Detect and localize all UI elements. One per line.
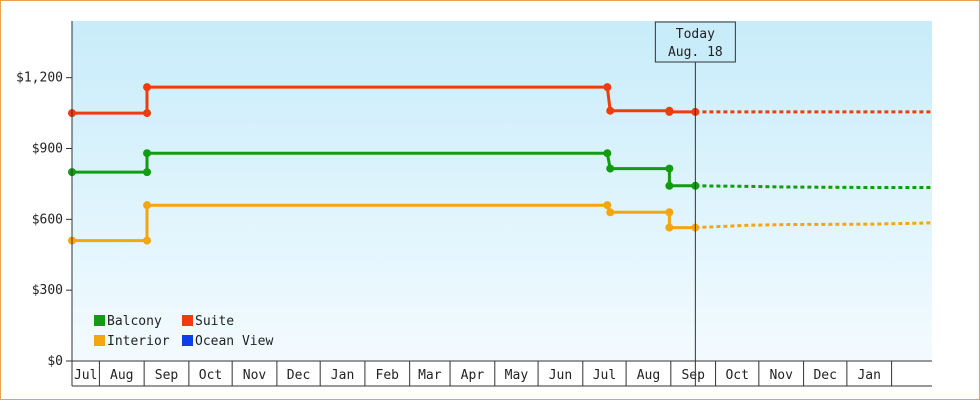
legend: Balcony Suite Interior Ocean View <box>94 314 273 349</box>
plot-area <box>72 21 932 361</box>
x-tick-label: Jul <box>74 368 97 383</box>
legend-swatch-ocean_view <box>182 335 193 346</box>
x-tick-label: Feb <box>376 368 400 383</box>
data-point-interior <box>143 236 152 245</box>
data-point-suite <box>143 109 152 118</box>
data-point-balcony <box>665 181 674 190</box>
today-marker: Today Aug. 18 <box>654 21 736 386</box>
data-point-balcony <box>665 164 674 173</box>
y-tick-label: $900 <box>32 142 63 157</box>
x-tick-label: Sep <box>155 368 179 383</box>
x-tick-label: Jun <box>549 368 572 383</box>
legend-label-suite: Suite <box>195 314 234 329</box>
legend-label-balcony: Balcony <box>107 314 162 329</box>
x-tick-label: Aug <box>110 368 133 383</box>
x-tick-label: Apr <box>461 368 485 383</box>
data-point-interior <box>665 223 674 232</box>
x-tick-label: Aug <box>637 368 660 383</box>
legend-swatch-balcony <box>94 315 105 326</box>
x-tick-label: Oct <box>725 368 748 383</box>
y-axis-ticks: $0 $300 $600 $900 $1,200 <box>16 71 72 369</box>
x-tick-label: Jan <box>857 368 880 383</box>
legend-swatch-suite <box>182 315 193 326</box>
data-point-suite <box>606 106 615 115</box>
data-point-balcony <box>603 149 612 158</box>
data-point-balcony <box>606 164 615 173</box>
today-date: Aug. 18 <box>668 45 723 60</box>
x-tick-label: Nov <box>243 368 267 383</box>
today-box <box>654 21 736 63</box>
today-label: Today <box>676 27 715 42</box>
x-tick-label: Nov <box>769 368 793 383</box>
data-point-interior <box>143 201 152 210</box>
y-tick-label: $600 <box>32 212 63 227</box>
y-tick-label: $300 <box>32 283 63 298</box>
data-point-balcony <box>143 149 152 158</box>
x-tick-label: Jul <box>593 368 616 383</box>
x-tick-label: Jan <box>331 368 354 383</box>
legend-label-interior: Interior <box>107 334 170 349</box>
data-point-balcony <box>143 168 152 177</box>
data-point-suite <box>665 107 674 116</box>
y-tick-label: $0 <box>47 354 63 369</box>
y-tick-label: $1,200 <box>16 71 63 86</box>
data-point-suite <box>143 83 152 92</box>
series-forecast-interior <box>695 221 933 230</box>
data-point-suite <box>603 83 612 92</box>
data-point-interior <box>606 208 615 217</box>
data-point-interior <box>603 201 612 210</box>
x-axis: Jul Aug Sep Oct Nov Dec Jan Feb Mar Apr May Jun Jul A… <box>72 360 932 387</box>
x-tick-label: Mar <box>418 368 442 383</box>
series-forecast-balcony <box>695 184 932 189</box>
x-tick-label: Dec <box>813 368 836 383</box>
x-tick-label: Oct <box>199 368 222 383</box>
x-tick-label: May <box>505 368 529 383</box>
legend-label-ocean_view: Ocean View <box>195 334 273 349</box>
data-point-interior <box>665 208 674 217</box>
x-tick-label: Dec <box>287 368 310 383</box>
x-tick-label: Sep <box>681 368 705 383</box>
series-layer <box>68 83 933 245</box>
legend-swatch-interior <box>94 335 105 346</box>
